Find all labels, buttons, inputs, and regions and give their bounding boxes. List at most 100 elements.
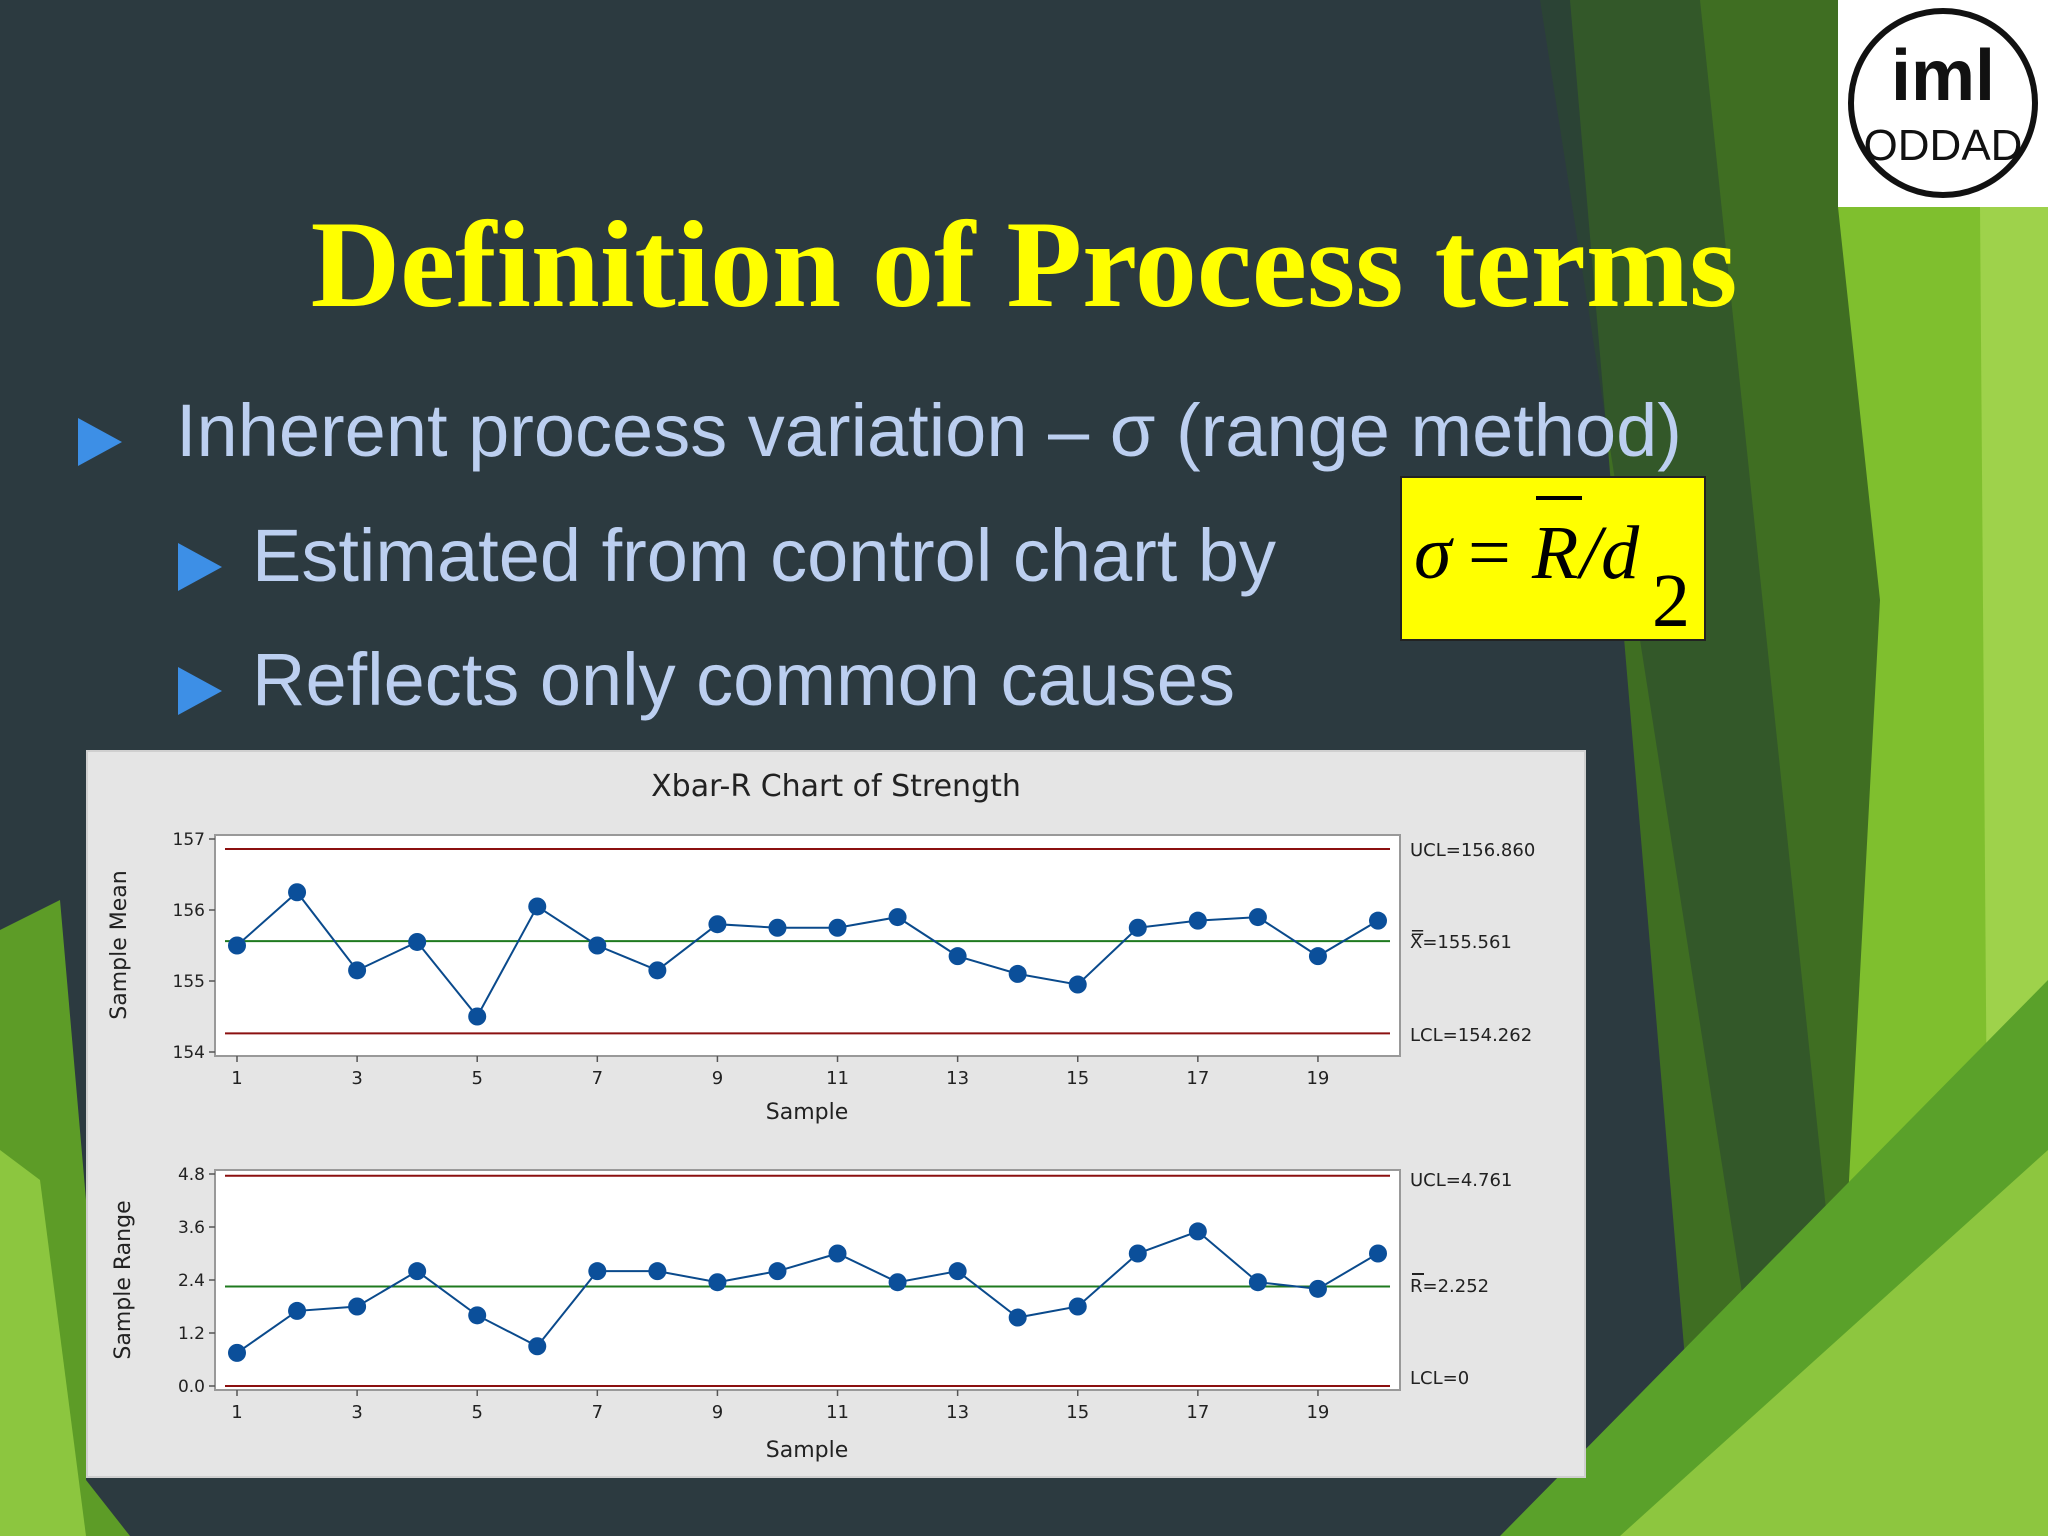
slide-title: Definition of Process terms bbox=[310, 196, 1738, 333]
formula-subscript: 2 bbox=[1652, 559, 1690, 639]
xbar-ytick-label: 154 bbox=[173, 1043, 205, 1063]
xbar-data-point bbox=[1369, 911, 1387, 930]
xbar-xtick-label: 11 bbox=[826, 1068, 849, 1089]
xbar-ytick-label: 157 bbox=[173, 830, 205, 850]
range-ylabel: Sample Range bbox=[111, 1200, 136, 1359]
xbar-data-point bbox=[588, 936, 607, 955]
xbar-ylabel: Sample Mean bbox=[107, 870, 132, 1019]
xbar-xtick-label: 19 bbox=[1306, 1068, 1329, 1089]
xbar-data-point bbox=[408, 932, 427, 951]
xbar-xtick-label: 9 bbox=[712, 1068, 723, 1089]
xbar-xtick-label: 1 bbox=[231, 1068, 242, 1089]
xbar-data-point bbox=[888, 908, 907, 927]
range-xtick-label: 3 bbox=[351, 1402, 362, 1423]
range-xtick-label: 9 bbox=[712, 1402, 723, 1423]
xbar-ytick-label: 156 bbox=[173, 901, 205, 921]
logo: iml ODDAD bbox=[1838, 0, 2048, 207]
range-data-point bbox=[228, 1343, 246, 1362]
range-data-point bbox=[828, 1244, 847, 1263]
range-ytick-label: 2.4 bbox=[178, 1271, 205, 1291]
xbar-r-chart-panel: Xbar-R Chart of Strength 154 155 156 157 1 3 5… bbox=[86, 750, 1586, 1478]
xbar-plot-area bbox=[214, 834, 1401, 1057]
xbar-xtick-label: 3 bbox=[351, 1068, 362, 1089]
chart-title: Xbar-R Chart of Strength bbox=[651, 769, 1021, 804]
range-xtick-label: 1 bbox=[231, 1402, 242, 1423]
sigma-formula-box: σ = R /d 2 bbox=[1400, 476, 1706, 643]
xbar-xtick-label: 15 bbox=[1066, 1068, 1089, 1089]
range-ucl-label: UCL=4.761 bbox=[1410, 1170, 1512, 1191]
range-data-point bbox=[408, 1262, 427, 1281]
range-data-point bbox=[288, 1301, 307, 1320]
range-data-point bbox=[1008, 1308, 1027, 1327]
bullet-arrow-icon bbox=[178, 667, 222, 715]
range-xtick-label: 11 bbox=[826, 1402, 849, 1423]
range-center-label: R=2.252 bbox=[1410, 1276, 1489, 1297]
bg-green-strip-shadow bbox=[1540, 0, 1860, 1536]
xbar-data-point bbox=[948, 947, 967, 966]
logo-text-bottom: ODDAD bbox=[1864, 121, 2023, 170]
range-data-point bbox=[1188, 1222, 1207, 1241]
xbar-data-point bbox=[708, 915, 727, 934]
range-data-point bbox=[648, 1262, 667, 1281]
range-xlabel: Sample bbox=[766, 1438, 849, 1463]
xbar-xlabel: Sample bbox=[766, 1100, 849, 1125]
sigma-formula: σ = R /d 2 bbox=[1414, 496, 1690, 643]
range-ytick-label: 4.8 bbox=[178, 1165, 205, 1185]
xbar-data-point bbox=[468, 1007, 487, 1026]
xbar-data-point bbox=[228, 936, 246, 955]
bg-green-left-light bbox=[0, 1150, 86, 1536]
logo-text-top: iml bbox=[1891, 36, 1995, 116]
range-data-point bbox=[588, 1262, 607, 1281]
range-xtick-label: 15 bbox=[1066, 1402, 1089, 1423]
range-series-line bbox=[236, 1230, 1379, 1354]
xbar-data-point bbox=[1068, 975, 1087, 994]
bullet-arrow-icon bbox=[178, 543, 222, 591]
range-data-point bbox=[1068, 1297, 1087, 1316]
range-xtick-label: 7 bbox=[592, 1402, 603, 1423]
xbar-data-point bbox=[288, 883, 307, 902]
range-data-point bbox=[708, 1273, 727, 1292]
range-plot-area bbox=[214, 1169, 1401, 1391]
bullet-2-text: Estimated from control chart by bbox=[252, 514, 1277, 597]
range-data-point bbox=[768, 1262, 787, 1281]
range-data-point bbox=[528, 1337, 547, 1356]
range-xtick-label: 19 bbox=[1306, 1402, 1329, 1423]
range-data-point bbox=[1369, 1244, 1387, 1263]
formula-equals: = bbox=[1468, 511, 1511, 595]
xbar-data-point bbox=[1128, 918, 1147, 937]
xbar-data-point bbox=[648, 961, 667, 980]
range-xtick-label: 13 bbox=[946, 1402, 969, 1423]
xbar-data-point bbox=[1008, 964, 1027, 983]
range-lcl-label: LCL=0 bbox=[1410, 1368, 1469, 1389]
xbar-ucl-label: UCL=156.860 bbox=[1410, 840, 1535, 861]
formula-sigma: σ bbox=[1414, 511, 1454, 595]
xbar-series-line bbox=[236, 890, 1379, 1019]
iml-seal-logo-icon: iml ODDAD bbox=[1848, 8, 2038, 198]
range-ytick-label: 1.2 bbox=[178, 1324, 205, 1344]
bullet-1-text: Inherent process variation – σ (range me… bbox=[176, 389, 1682, 472]
xbar-data-point bbox=[828, 918, 847, 937]
xbar-ytick-label: 155 bbox=[173, 972, 205, 992]
xbar-xtick-label: 17 bbox=[1186, 1068, 1209, 1089]
xbar-data-point bbox=[1248, 908, 1267, 927]
xbar-xtick-label: 5 bbox=[471, 1068, 482, 1089]
range-data-point bbox=[1128, 1244, 1147, 1263]
xbar-data-point bbox=[768, 918, 787, 937]
xbar-xtick-label: 7 bbox=[592, 1068, 603, 1089]
range-data-point bbox=[468, 1306, 487, 1325]
range-data-point bbox=[948, 1262, 967, 1281]
range-ytick-label: 3.6 bbox=[178, 1218, 205, 1238]
range-ytick-label: 0.0 bbox=[178, 1377, 205, 1397]
range-xtick-label: 17 bbox=[1186, 1402, 1209, 1423]
formula-slash-d: /d bbox=[1576, 511, 1640, 595]
range-data-point bbox=[1308, 1279, 1327, 1298]
formula-r: R bbox=[1531, 511, 1578, 595]
bullet-3-text: Reflects only common causes bbox=[252, 638, 1235, 721]
xbar-data-point bbox=[1188, 911, 1207, 930]
range-data-point bbox=[1248, 1273, 1267, 1292]
xbar-data-point bbox=[348, 961, 367, 980]
xbar-xtick-label: 13 bbox=[946, 1068, 969, 1089]
